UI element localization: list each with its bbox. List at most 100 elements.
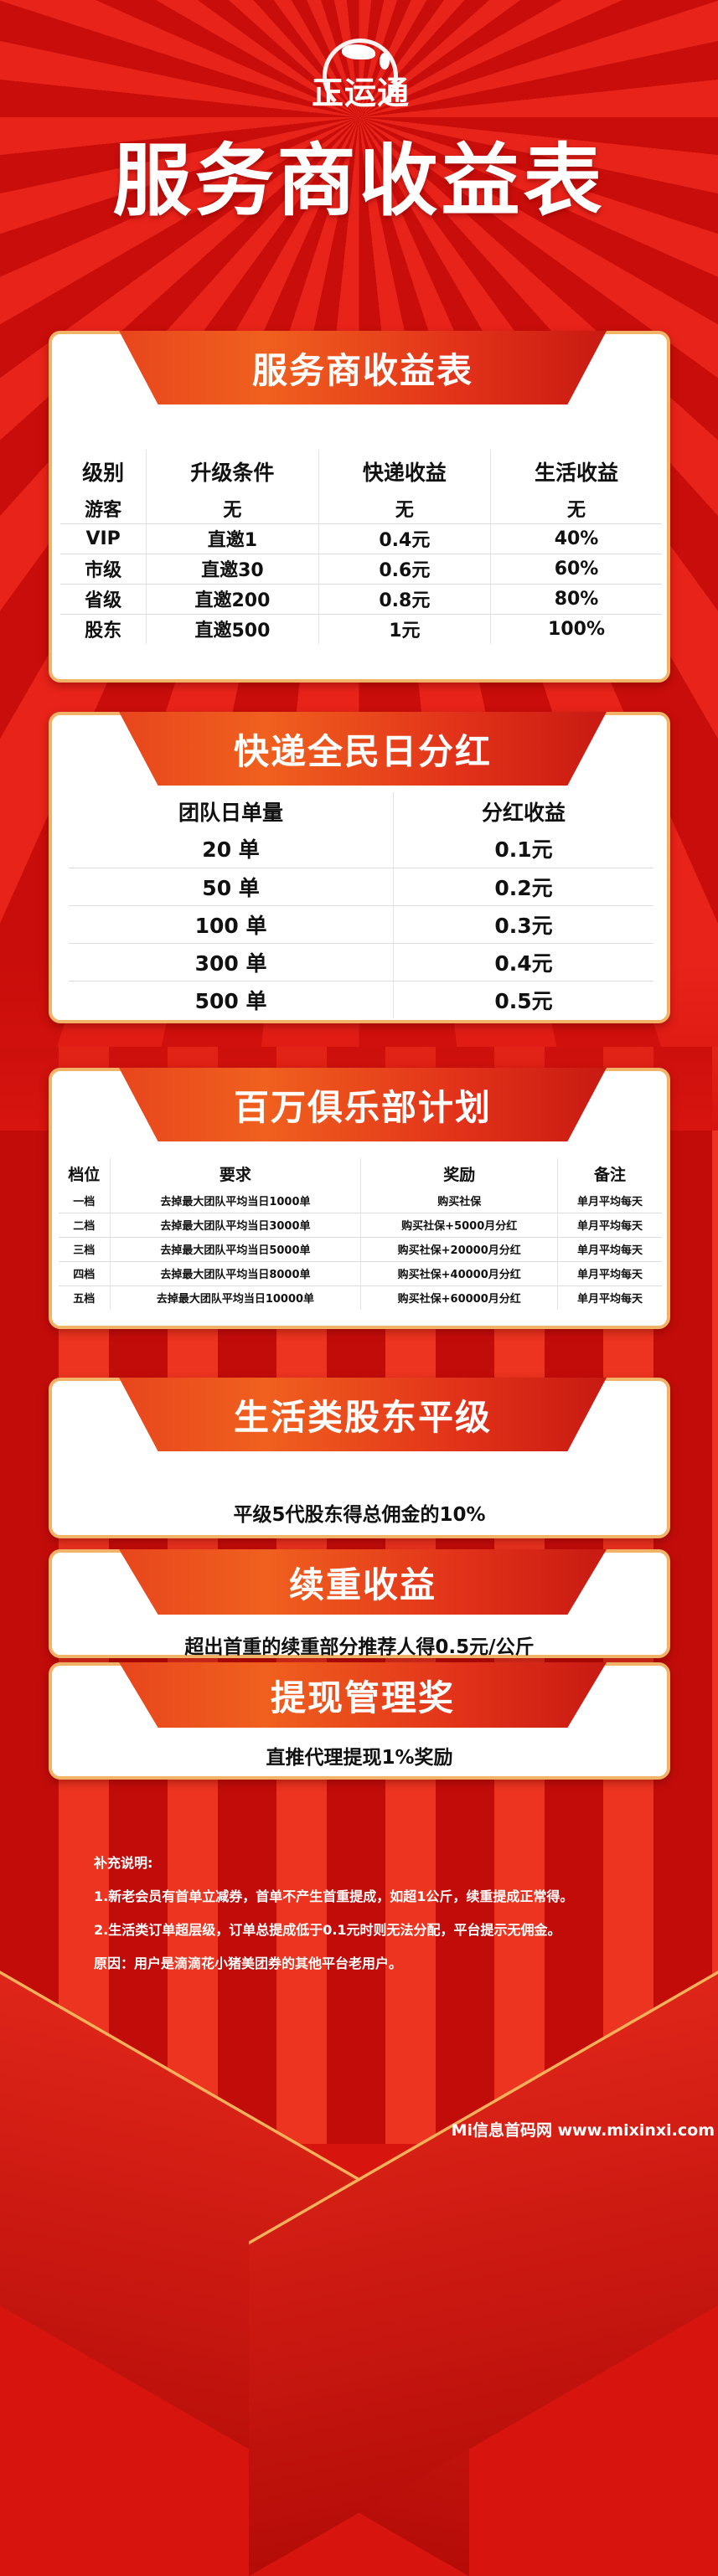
table-cell: 80% — [490, 583, 662, 614]
table-cell: 60% — [490, 553, 662, 584]
note-item: 1.新老会员有首单立减券，首单不产生首重提成，如超1公斤，续重提成正常得。 — [94, 1888, 574, 1904]
club-table: 档位 要求 奖励 备注 一档 去掉最大团队平均当日1000单 购买社保 单月平均每天 二档 去掉… — [59, 1158, 662, 1310]
table-row: 四档 去掉最大团队平均当日8000单 购买社保+40000月分红 单月平均每天 — [59, 1260, 662, 1285]
table-cell: 购买社保+60000月分红 — [360, 1285, 558, 1310]
header-cell: 备注 — [557, 1158, 662, 1188]
header-cell: 快递收益 — [318, 450, 491, 493]
globe-icon — [323, 39, 398, 114]
globe-land-icon — [342, 44, 375, 59]
table-row: 100 单 0.3元 — [69, 904, 653, 943]
logo: 正运通 — [304, 32, 417, 114]
header-cell: 档位 — [68, 1165, 101, 1184]
card-withdraw-award: 提现管理奖 直推代理提现1%奖励 — [49, 1662, 670, 1780]
table-cell: 0.4元 — [318, 523, 491, 554]
logo-text: 正运通 — [311, 75, 410, 111]
table-cell: 游客 — [85, 499, 122, 521]
table-cell: 0.1元 — [393, 830, 653, 868]
table-cell: 20 单 — [202, 837, 260, 863]
table-row: 省级 直邀200 0.8元 80% — [60, 583, 662, 614]
table-cell: 直邀1 — [146, 523, 319, 554]
card-body-text: 平级5代股东得总佣金的10% — [233, 1504, 486, 1526]
table-cell: 购买社保+5000月分红 — [360, 1212, 558, 1237]
notes-heading: 补充说明: — [94, 1855, 153, 1871]
header-cell: 升级条件 — [146, 450, 319, 493]
table-header: 档位 要求 奖励 备注 — [59, 1158, 662, 1188]
table-cell: 股东 — [60, 613, 147, 644]
card-shareholder-peer: 生活类股东平级 平级5代股东得总佣金的10% — [49, 1378, 670, 1538]
table-cell: 单月平均每天 — [557, 1285, 662, 1310]
table-cell: 直邀500 — [146, 613, 319, 644]
table-row: 市级 直邀30 0.6元 60% — [60, 553, 662, 584]
card-million-club: 百万俱乐部计划 档位 要求 奖励 备注 一档 去掉最大团队平均当日1000单 购买社保 单月… — [49, 1068, 670, 1329]
table-cell: 500 单 — [69, 980, 394, 1018]
table-cell: 二档 — [59, 1212, 111, 1237]
card-body-text: 直推代理提现1%奖励 — [266, 1747, 453, 1769]
table-row: VIP 直邀1 0.4元 40% — [60, 523, 662, 554]
table-cell: 三档 — [59, 1236, 111, 1261]
note-item: 2.生活类订单超层级，订单总提成低于0.1元时则无法分配，平台提示无佣金。 — [94, 1922, 561, 1938]
table-cell: 单月平均每天 — [557, 1260, 662, 1285]
table-cell: 购买社保+40000月分红 — [360, 1260, 558, 1285]
table-cell: 去掉最大团队平均当日10000单 — [109, 1285, 361, 1310]
card-title: 生活类股东平级 — [119, 1378, 607, 1451]
header-cell: 分红收益 — [393, 792, 653, 830]
table-cell: 直邀200 — [146, 583, 319, 614]
table-cell: 购买社保+20000月分红 — [360, 1236, 558, 1261]
table-row: 游客无无无 — [60, 493, 662, 523]
table-cell: 去掉最大团队平均当日5000单 — [109, 1236, 361, 1261]
table-row: 300 单 0.4元 — [69, 942, 653, 981]
table-row: 二档 去掉最大团队平均当日3000单 购买社保+5000月分红 单月平均每天 — [59, 1212, 662, 1237]
table-cell: 100% — [490, 613, 662, 644]
table-cell: 去掉最大团队平均当日8000单 — [109, 1260, 361, 1285]
card-income-table: 服务商收益表 级别 升级条件 快递收益 生活收益 游客无无无 VIP 直邀1 0.4元 40%… — [49, 331, 670, 683]
card-extra-weight: 续重收益 超出首重的续重部分推荐人得0.5元/公斤 — [49, 1549, 670, 1658]
table-cell: 0.3元 — [393, 904, 653, 943]
table-row: 一档 去掉最大团队平均当日1000单 购买社保 单月平均每天 — [59, 1188, 662, 1213]
note-item: 原因：用户是滴滴花小猪美团券的其他平台老用户。 — [94, 1955, 403, 1971]
card-title: 续重收益 — [119, 1549, 607, 1615]
income-table: 级别 升级条件 快递收益 生活收益 游客无无无 VIP 直邀1 0.4元 40% 市级 直邀30 0… — [60, 450, 662, 644]
table-cell: 0.2元 — [393, 867, 653, 905]
table-cell: VIP — [60, 523, 147, 554]
table-cell: 无 — [146, 493, 319, 523]
notes: 补充说明: 1.新老会员有首单立减券，首单不产生首重提成，如超1公斤，续重提成正… — [94, 1847, 573, 1981]
table-cell: 50 单 — [69, 867, 394, 905]
table-cell: 0.6元 — [318, 553, 491, 584]
table-cell: 无 — [490, 493, 662, 523]
table-cell: 0.8元 — [318, 583, 491, 614]
card-title: 快递全民日分红 — [119, 712, 607, 786]
table-header: 级别 升级条件 快递收益 生活收益 — [60, 450, 662, 493]
header-cell: 级别 — [82, 461, 125, 485]
table-cell: 一档 — [73, 1195, 96, 1208]
table-cell: 省级 — [60, 583, 147, 614]
table-cell: 100 单 — [69, 904, 394, 943]
table-cell: 1元 — [318, 613, 491, 644]
table-row: 20 单 0.1元 — [69, 830, 653, 868]
table-row: 50 单 0.2元 — [69, 867, 653, 905]
table-cell: 300 单 — [69, 942, 394, 981]
table-cell: 单月平均每天 — [557, 1236, 662, 1261]
table-row: 三档 去掉最大团队平均当日5000单 购买社保+20000月分红 单月平均每天 — [59, 1236, 662, 1261]
card-title: 服务商收益表 — [119, 331, 607, 404]
table-row: 500 单 0.5元 — [69, 980, 653, 1018]
table-cell: 五档 — [59, 1285, 111, 1310]
table-cell: 单月平均每天 — [557, 1188, 662, 1213]
table-cell: 去掉最大团队平均当日1000单 — [109, 1188, 361, 1213]
table-cell: 40% — [490, 523, 662, 554]
table-cell: 单月平均每天 — [557, 1212, 662, 1237]
table-cell: 去掉最大团队平均当日3000单 — [109, 1212, 361, 1237]
table-row: 五档 去掉最大团队平均当日10000单 购买社保+60000月分红 单月平均每天 — [59, 1285, 662, 1310]
table-cell: 无 — [318, 493, 491, 523]
card-body-text: 超出首重的续重部分推荐人得0.5元/公斤 — [184, 1636, 535, 1658]
table-cell: 四档 — [59, 1260, 111, 1285]
page-title: 服务商收益表 — [112, 136, 606, 227]
header-cell: 要求 — [109, 1158, 361, 1188]
table-row: 股东 直邀500 1元 100% — [60, 613, 662, 644]
header-cell: 奖励 — [360, 1158, 558, 1188]
card-title: 百万俱乐部计划 — [119, 1068, 607, 1141]
table-cell: 市级 — [60, 553, 147, 584]
header-cell: 生活收益 — [490, 450, 662, 493]
watermark: Mi信息首码网 www.mixinxi.com — [451, 2121, 715, 2140]
table-cell: 0.5元 — [393, 980, 653, 1018]
